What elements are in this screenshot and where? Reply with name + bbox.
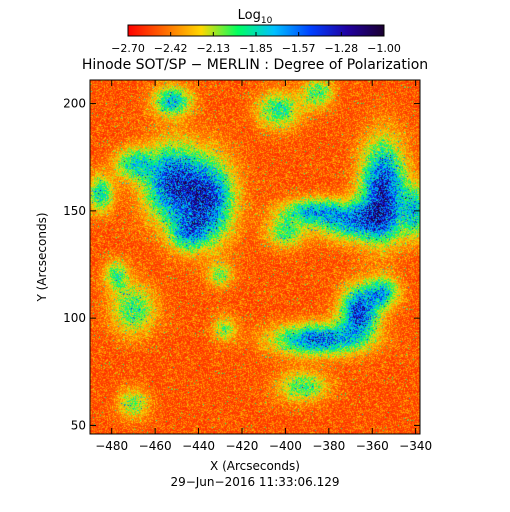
colorbar-tick-label: −2.42 xyxy=(154,42,188,55)
x-tick-label: −460 xyxy=(139,439,172,453)
y-tick-label: 50 xyxy=(71,418,86,432)
y-axis-label: Y (Arcseconds) xyxy=(35,212,49,302)
x-tick-label: −400 xyxy=(269,439,302,453)
colorbar-label: Log10 xyxy=(238,8,273,26)
y-tick-label: 200 xyxy=(63,97,86,111)
x-tick-label: −420 xyxy=(225,439,258,453)
plot-area: −480 −460 −440 −420 −400 −380 −360 −340 50 100 15… xyxy=(63,79,432,453)
colorbar-label-sub: 10 xyxy=(261,16,273,26)
colorbar-tick-label: −1.28 xyxy=(324,42,358,55)
heatmap-canvas xyxy=(90,80,420,434)
x-tick-label: −480 xyxy=(95,439,128,453)
colorbar-tick-label: −1.85 xyxy=(239,42,273,55)
plot-frame xyxy=(89,79,421,435)
x-tick-label: −360 xyxy=(356,439,389,453)
x-tick-label: −440 xyxy=(182,439,215,453)
y-tick-label: 100 xyxy=(63,311,86,325)
colorbar-tick-label: −1.00 xyxy=(367,42,401,55)
colorbar: Log10 −2.70 −2.42 −2.13 −1.85 −1.57 −1.28 −1.0… xyxy=(111,8,401,55)
chart-title: Hinode SOT/SP − MERLIN : Degree of Polar… xyxy=(82,57,428,73)
y-tick-label: 150 xyxy=(63,204,86,218)
x-tick-label: −380 xyxy=(312,439,345,453)
colorbar-label-base: Log xyxy=(238,8,261,23)
colorbar-tick-label: −2.13 xyxy=(196,42,230,55)
timestamp: 29−Jun−2016 11:33:06.129 xyxy=(170,475,339,489)
colorbar-tick-label: −2.70 xyxy=(111,42,145,55)
x-tick-label: −340 xyxy=(399,439,432,453)
colorbar-tick-label: −1.57 xyxy=(282,42,316,55)
x-axis-label: X (Arcseconds) xyxy=(210,459,300,473)
